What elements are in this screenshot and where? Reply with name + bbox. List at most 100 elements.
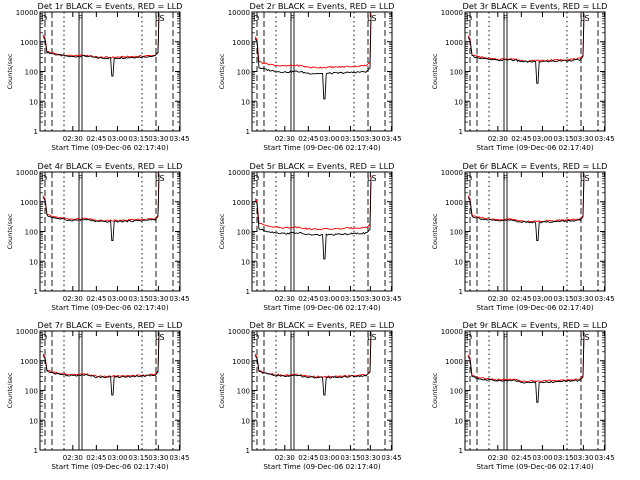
lld-series-line — [254, 13, 372, 69]
x-tick-label: 03:30 — [148, 135, 168, 143]
y-tick-label: 1000 — [232, 39, 250, 47]
detector-panel: Det 4r BLACK = Events, RED = LLD 1 10 100 10… — [6, 161, 190, 312]
marker-letter: F — [290, 333, 295, 342]
y-tick-label: 1 — [459, 128, 463, 136]
y-tick-label: 1000 — [232, 358, 250, 366]
y-tick-label: 10000 — [228, 9, 250, 17]
x-tick-label: 03:45 — [594, 295, 614, 303]
lld-series-line — [467, 13, 585, 63]
y-axis-label: Counts/sec — [218, 372, 226, 408]
lld-series-line — [467, 332, 585, 383]
x-tick-label: 03:30 — [360, 295, 380, 303]
lld-series-line — [467, 173, 585, 223]
x-tick-label: 03:45 — [594, 135, 614, 143]
marker-letter: D — [41, 14, 47, 23]
y-axis-label: Counts/sec — [431, 213, 439, 249]
y-tick-label: 1 — [246, 128, 250, 136]
y-tick-label: 1 — [34, 288, 38, 296]
detector-panel: Det 3r BLACK = Events, RED = LLD 1 10 100 10… — [431, 1, 615, 152]
y-axis-label: Counts/sec — [6, 213, 14, 249]
x-axis-label: Start Time (09-Dec-06 02:17:40) — [263, 303, 380, 312]
x-tick-label: 03:00 — [532, 135, 552, 143]
marker-letter: F — [78, 333, 83, 342]
y-axis-label: Counts/sec — [431, 372, 439, 408]
y-tick-label: 100 — [450, 229, 463, 237]
lld-series-line — [42, 332, 160, 378]
y-axis-label: Counts/sec — [6, 372, 14, 408]
panel-title: Det 3r BLACK = Events, RED = LLD — [463, 1, 608, 11]
x-tick-label: 03:00 — [319, 295, 339, 303]
y-tick-label: 1000 — [445, 39, 463, 47]
marker-letter: F — [78, 174, 83, 183]
x-tick-label: 03:15 — [128, 454, 148, 462]
y-tick-label: 100 — [25, 388, 38, 396]
marker-letter: D — [41, 174, 47, 183]
y-tick-label: 10 — [29, 258, 38, 266]
x-tick-label: 03:00 — [319, 454, 339, 462]
lld-series-line — [42, 173, 160, 223]
x-tick-label: 02:45 — [86, 135, 106, 143]
events-series-line — [467, 333, 585, 403]
marker-letter: LS — [580, 333, 590, 342]
detector-panel: Det 9r BLACK = Events, RED = LLD 1 10 100 10… — [431, 320, 615, 471]
marker-letter: LS — [580, 174, 590, 183]
x-axis-label: Start Time (09-Dec-06 02:17:40) — [476, 303, 593, 312]
x-tick-label: 02:30 — [63, 295, 83, 303]
y-tick-label: 100 — [237, 229, 250, 237]
x-tick-label: 02:30 — [275, 295, 295, 303]
panel-title: Det 2r BLACK = Events, RED = LLD — [250, 1, 395, 11]
x-tick-label: 02:45 — [511, 135, 531, 143]
events-series-line — [254, 177, 372, 260]
detector-panel: Det 2r BLACK = Events, RED = LLD 1 10 100 10… — [218, 1, 402, 152]
x-tick-label: 03:15 — [340, 454, 360, 462]
x-tick-label: 03:30 — [148, 454, 168, 462]
y-tick-label: 10000 — [441, 328, 463, 336]
panel-title: Det 7r BLACK = Events, RED = LLD — [38, 320, 183, 330]
x-tick-label: 03:15 — [553, 295, 573, 303]
marker-letter: D — [466, 14, 472, 23]
x-tick-label: 02:45 — [86, 454, 106, 462]
x-tick-label: 02:30 — [275, 135, 295, 143]
detector-panel: Det 5r BLACK = Events, RED = LLD 1 10 100 10… — [218, 161, 402, 312]
detector-panel: Det 6r BLACK = Events, RED = LLD 1 10 100 10… — [431, 161, 615, 312]
x-tick-label: 03:15 — [340, 295, 360, 303]
y-tick-label: 10000 — [228, 169, 250, 177]
events-series-line — [42, 332, 160, 396]
y-axis-label: Counts/sec — [218, 53, 226, 89]
y-tick-label: 100 — [25, 69, 38, 77]
lld-series-line — [254, 175, 372, 231]
marker-letter: D — [253, 333, 259, 342]
x-axis-label: Start Time (09-Dec-06 02:17:40) — [476, 462, 593, 471]
detector-panel: Det 1r BLACK = Events, RED = LLD 1 10 100 10… — [6, 1, 190, 152]
y-tick-label: 1 — [459, 447, 463, 455]
x-tick-label: 03:00 — [107, 135, 127, 143]
y-tick-label: 10000 — [228, 328, 250, 336]
x-tick-label: 03:30 — [360, 454, 380, 462]
marker-letter: D — [41, 333, 47, 342]
marker-letter: LS — [155, 333, 165, 342]
events-series-line — [254, 332, 372, 396]
y-tick-label: 10 — [29, 98, 38, 106]
events-series-line — [467, 174, 585, 241]
y-tick-label: 1 — [246, 288, 250, 296]
x-axis-label: Start Time (09-Dec-06 02:17:40) — [51, 143, 168, 152]
x-tick-label: 02:45 — [86, 295, 106, 303]
y-tick-label: 1 — [34, 128, 38, 136]
y-tick-label: 10000 — [441, 169, 463, 177]
panel-title: Det 9r BLACK = Events, RED = LLD — [463, 320, 608, 330]
y-tick-label: 10000 — [16, 9, 38, 17]
y-tick-label: 10 — [241, 258, 250, 266]
y-tick-label: 1000 — [232, 199, 250, 207]
panel-title: Det 5r BLACK = Events, RED = LLD — [250, 161, 395, 171]
x-tick-label: 02:30 — [63, 135, 83, 143]
x-tick-label: 03:30 — [573, 454, 593, 462]
y-tick-label: 100 — [450, 388, 463, 396]
y-tick-label: 10000 — [16, 328, 38, 336]
y-tick-label: 10 — [29, 417, 38, 425]
x-axis-label: Start Time (09-Dec-06 02:17:40) — [51, 303, 168, 312]
x-tick-label: 03:30 — [360, 135, 380, 143]
y-tick-label: 10 — [241, 98, 250, 106]
x-axis-label: Start Time (09-Dec-06 02:17:40) — [476, 143, 593, 152]
x-tick-label: 03:30 — [573, 135, 593, 143]
